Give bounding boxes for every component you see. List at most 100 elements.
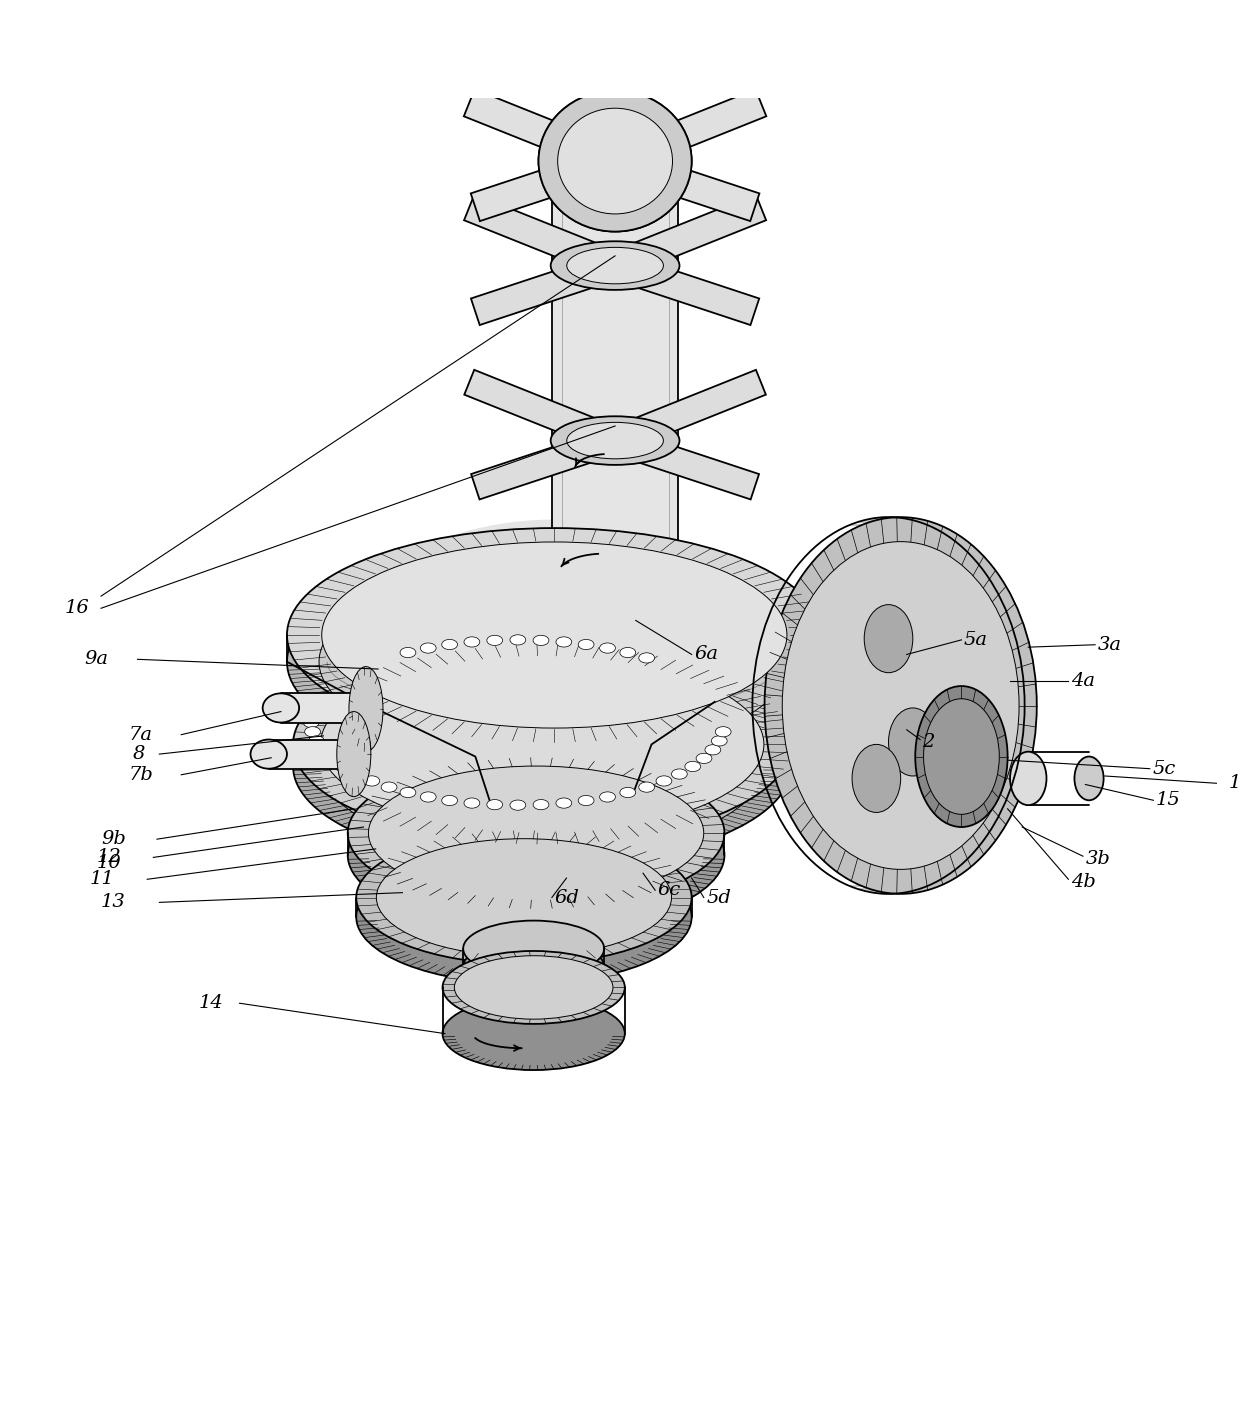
Text: 5a: 5a bbox=[963, 631, 988, 649]
Ellipse shape bbox=[381, 782, 397, 792]
Ellipse shape bbox=[600, 792, 615, 801]
Ellipse shape bbox=[765, 518, 1037, 893]
Ellipse shape bbox=[443, 998, 625, 1070]
Polygon shape bbox=[471, 253, 620, 325]
Ellipse shape bbox=[567, 422, 663, 459]
Ellipse shape bbox=[464, 920, 604, 976]
Text: 1: 1 bbox=[1229, 775, 1240, 792]
Ellipse shape bbox=[712, 735, 727, 746]
Polygon shape bbox=[464, 89, 620, 175]
Polygon shape bbox=[611, 428, 759, 499]
Polygon shape bbox=[610, 253, 759, 325]
Ellipse shape bbox=[915, 686, 1008, 827]
Ellipse shape bbox=[356, 849, 692, 983]
Ellipse shape bbox=[672, 769, 687, 779]
Ellipse shape bbox=[558, 109, 672, 214]
Ellipse shape bbox=[551, 241, 680, 289]
Ellipse shape bbox=[864, 605, 913, 673]
Ellipse shape bbox=[263, 693, 299, 722]
Ellipse shape bbox=[337, 711, 371, 797]
Ellipse shape bbox=[377, 838, 672, 957]
Ellipse shape bbox=[324, 753, 340, 763]
Ellipse shape bbox=[305, 727, 320, 737]
Polygon shape bbox=[610, 89, 766, 175]
Text: 7a: 7a bbox=[129, 725, 153, 744]
Ellipse shape bbox=[924, 698, 999, 814]
Text: 11: 11 bbox=[91, 871, 115, 889]
Text: 10: 10 bbox=[97, 855, 122, 872]
Text: 9b: 9b bbox=[100, 830, 126, 848]
Ellipse shape bbox=[286, 528, 822, 742]
Ellipse shape bbox=[348, 666, 383, 752]
Ellipse shape bbox=[250, 739, 286, 769]
Ellipse shape bbox=[347, 780, 724, 930]
Ellipse shape bbox=[351, 693, 370, 722]
Ellipse shape bbox=[1074, 756, 1104, 800]
Polygon shape bbox=[269, 739, 347, 769]
Text: 2: 2 bbox=[923, 732, 935, 751]
Ellipse shape bbox=[684, 762, 701, 772]
Ellipse shape bbox=[533, 635, 549, 645]
Text: 6c: 6c bbox=[657, 882, 681, 899]
Ellipse shape bbox=[401, 787, 415, 797]
Text: 5d: 5d bbox=[707, 889, 732, 906]
Polygon shape bbox=[464, 370, 620, 453]
Ellipse shape bbox=[487, 800, 502, 810]
Ellipse shape bbox=[319, 567, 790, 756]
Ellipse shape bbox=[401, 648, 415, 658]
Ellipse shape bbox=[567, 247, 663, 284]
Ellipse shape bbox=[356, 831, 692, 964]
Ellipse shape bbox=[510, 800, 526, 810]
Ellipse shape bbox=[560, 110, 670, 212]
Ellipse shape bbox=[464, 636, 480, 648]
Text: 8: 8 bbox=[133, 745, 145, 763]
Ellipse shape bbox=[656, 776, 672, 786]
Polygon shape bbox=[471, 147, 620, 222]
Ellipse shape bbox=[487, 635, 502, 645]
Ellipse shape bbox=[620, 648, 636, 658]
Ellipse shape bbox=[443, 951, 625, 1024]
Polygon shape bbox=[610, 195, 766, 278]
Ellipse shape bbox=[464, 799, 480, 809]
Ellipse shape bbox=[454, 955, 613, 1019]
Ellipse shape bbox=[715, 727, 732, 737]
Text: 6a: 6a bbox=[694, 645, 718, 663]
Text: 4a: 4a bbox=[1071, 672, 1095, 690]
Text: 3b: 3b bbox=[1085, 849, 1110, 868]
Ellipse shape bbox=[538, 90, 692, 231]
Ellipse shape bbox=[441, 796, 458, 806]
Ellipse shape bbox=[556, 636, 572, 648]
Ellipse shape bbox=[510, 635, 526, 645]
Polygon shape bbox=[610, 370, 766, 453]
Polygon shape bbox=[281, 693, 360, 722]
Ellipse shape bbox=[348, 769, 365, 779]
Text: 3a: 3a bbox=[1097, 636, 1121, 653]
Text: 12: 12 bbox=[97, 848, 122, 866]
Ellipse shape bbox=[1011, 752, 1047, 806]
Ellipse shape bbox=[320, 656, 764, 832]
Ellipse shape bbox=[321, 542, 787, 728]
Ellipse shape bbox=[578, 796, 594, 806]
Ellipse shape bbox=[420, 792, 436, 801]
Ellipse shape bbox=[339, 739, 357, 769]
Ellipse shape bbox=[320, 677, 764, 855]
Ellipse shape bbox=[533, 800, 549, 810]
Ellipse shape bbox=[696, 753, 712, 763]
Text: 16: 16 bbox=[64, 600, 89, 617]
Text: 6d: 6d bbox=[554, 889, 579, 906]
Ellipse shape bbox=[782, 542, 1019, 869]
Ellipse shape bbox=[706, 745, 720, 755]
Ellipse shape bbox=[552, 147, 678, 195]
Ellipse shape bbox=[286, 555, 822, 769]
Ellipse shape bbox=[464, 938, 604, 995]
Polygon shape bbox=[610, 147, 759, 222]
Ellipse shape bbox=[551, 416, 680, 464]
Ellipse shape bbox=[304, 717, 319, 728]
Ellipse shape bbox=[309, 735, 325, 746]
Polygon shape bbox=[552, 171, 678, 669]
Ellipse shape bbox=[639, 782, 655, 792]
Ellipse shape bbox=[538, 90, 692, 231]
Ellipse shape bbox=[852, 745, 900, 813]
Polygon shape bbox=[471, 428, 619, 499]
Polygon shape bbox=[464, 195, 620, 278]
